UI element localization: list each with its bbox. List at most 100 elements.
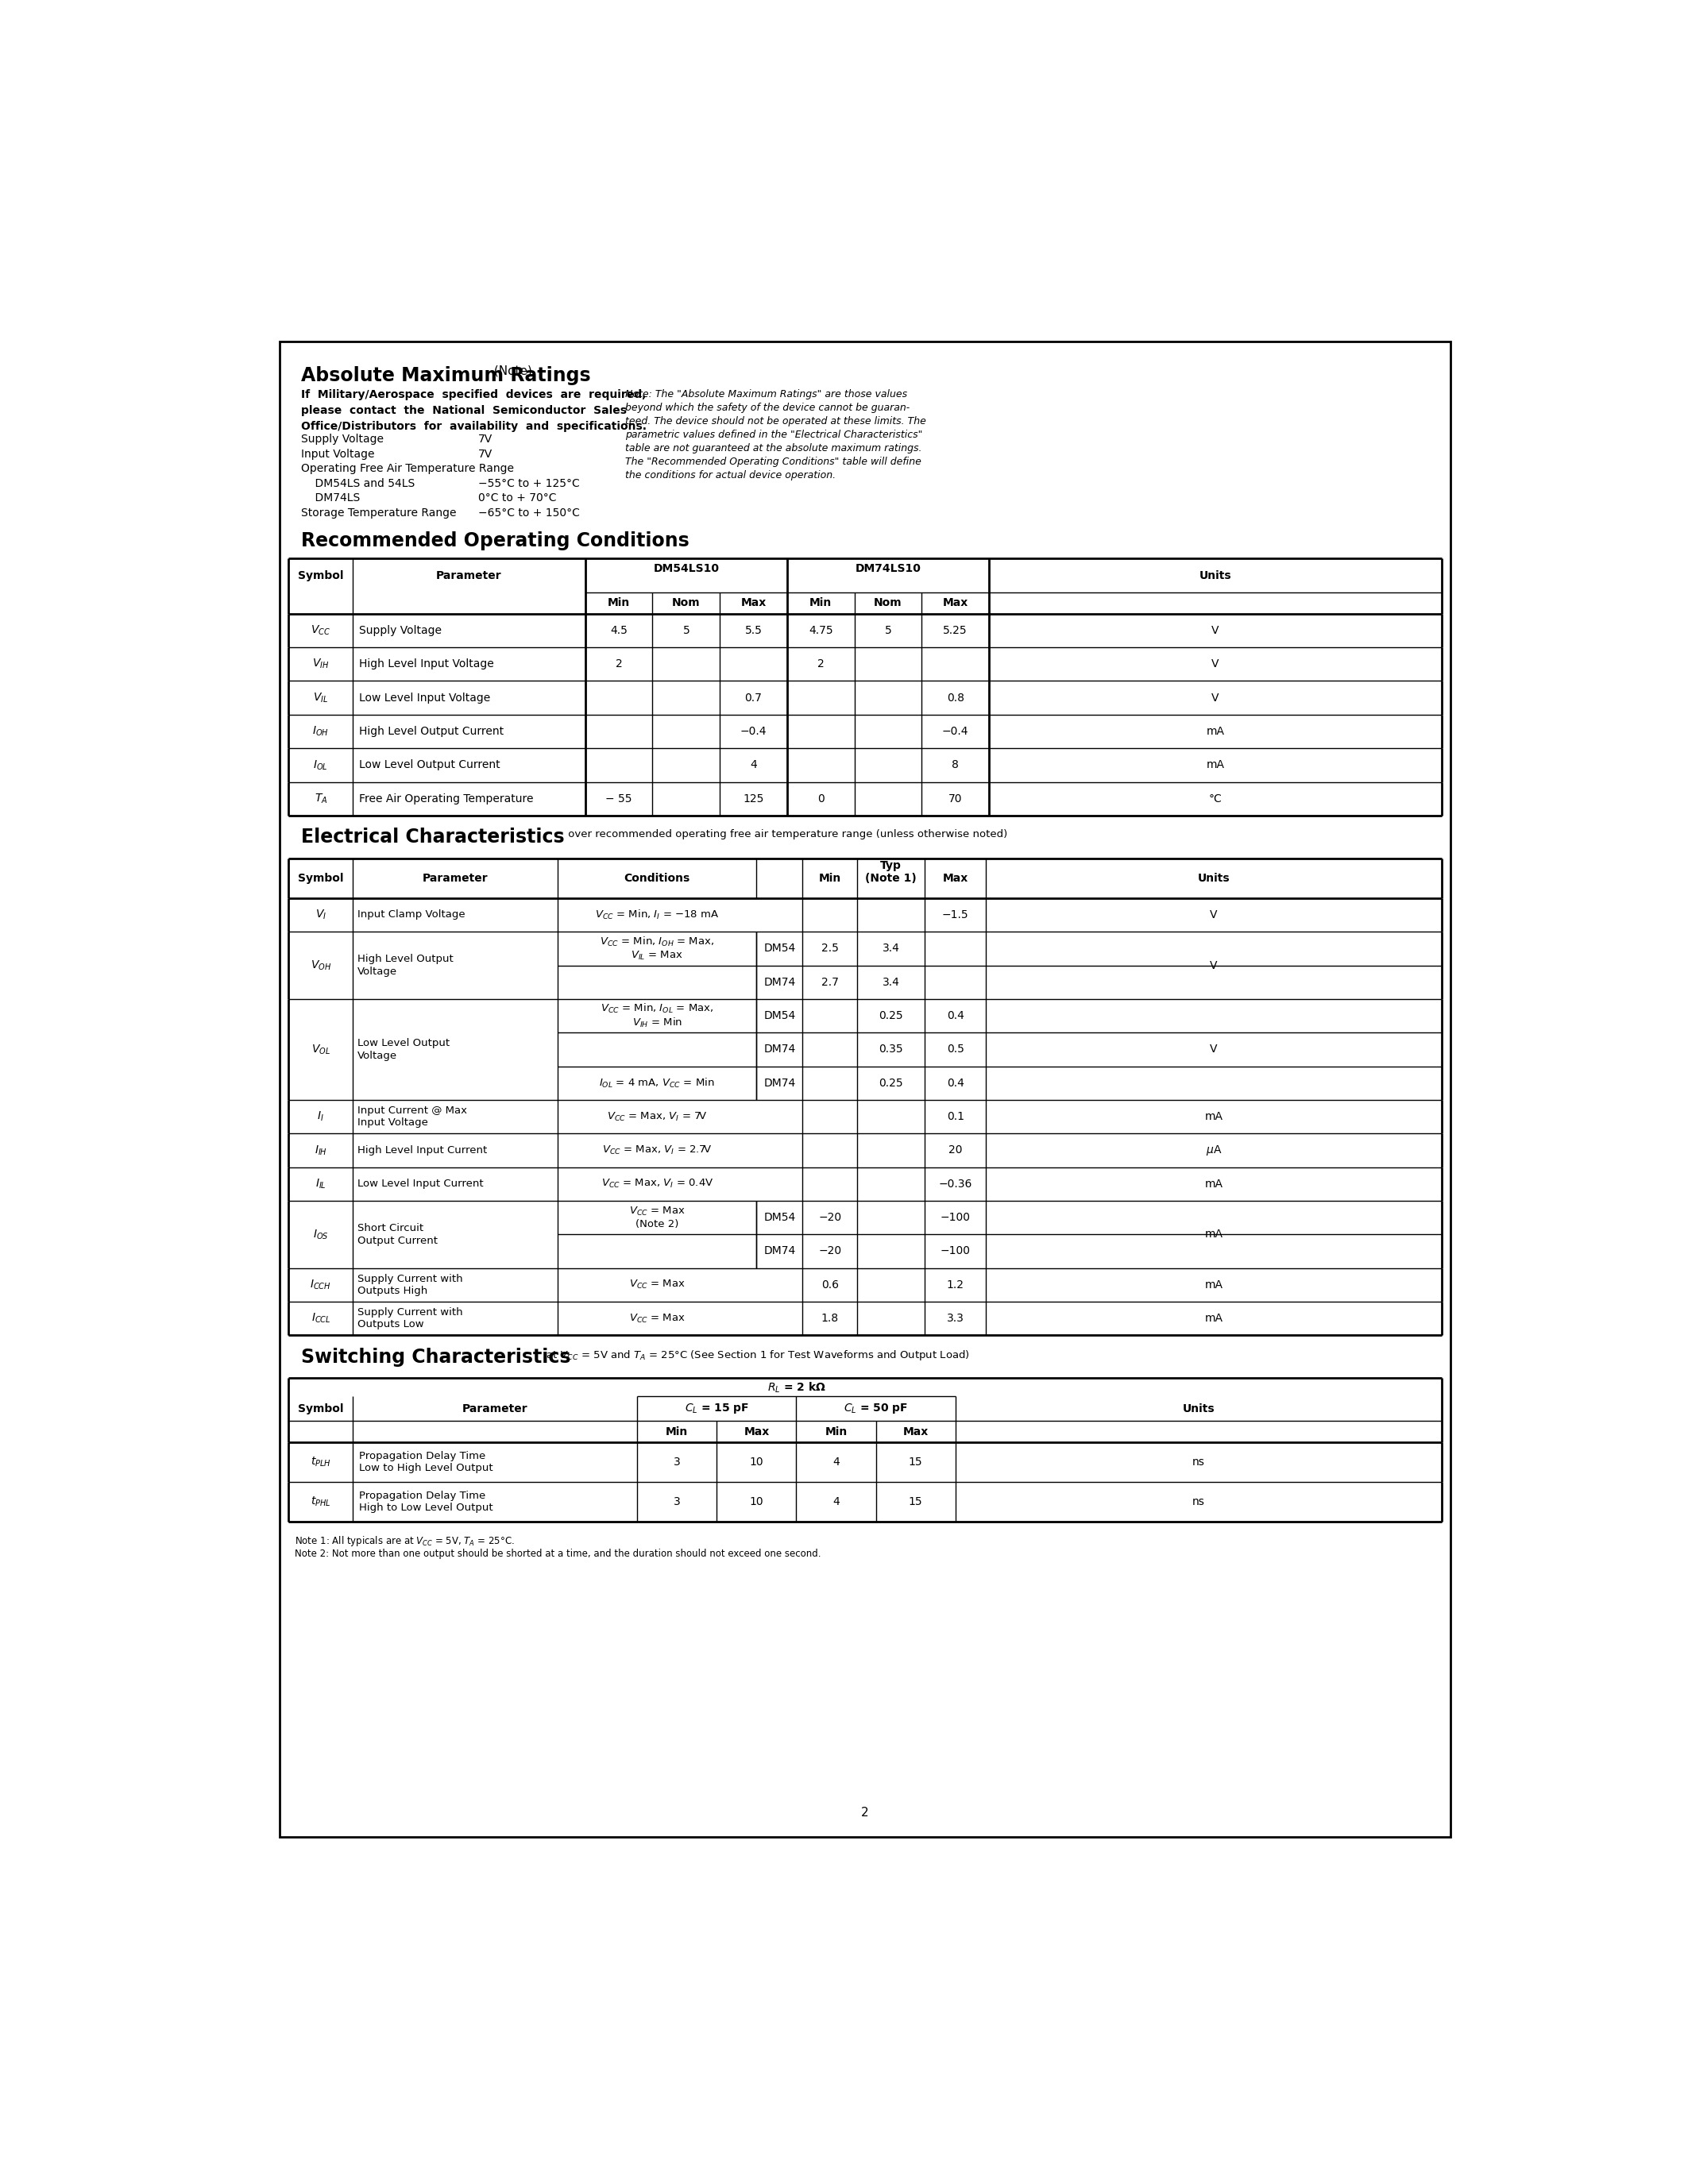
Text: −65°C to + 150°C: −65°C to + 150°C: [478, 507, 579, 518]
Text: 7V: 7V: [478, 435, 493, 446]
Text: the conditions for actual device operation.: the conditions for actual device operati…: [625, 470, 836, 480]
Text: Low Level Output
Voltage: Low Level Output Voltage: [358, 1037, 451, 1061]
Text: Max: Max: [942, 598, 969, 609]
Text: 5.25: 5.25: [944, 625, 967, 636]
Text: $T_A$: $T_A$: [314, 793, 327, 806]
Text: $V_{CC}$ = Max
(Note 2): $V_{CC}$ = Max (Note 2): [630, 1206, 685, 1230]
Text: Min: Min: [608, 598, 630, 609]
Text: mA: mA: [1205, 1280, 1222, 1291]
Text: Input Current @ Max
Input Voltage: Input Current @ Max Input Voltage: [358, 1105, 468, 1127]
Text: 15: 15: [908, 1457, 923, 1468]
Text: Max: Max: [744, 1426, 770, 1437]
Text: $I_{CCH}$: $I_{CCH}$: [311, 1278, 331, 1291]
Text: 0.5: 0.5: [947, 1044, 964, 1055]
Text: DM74: DM74: [763, 976, 795, 987]
Text: DM74: DM74: [763, 1077, 795, 1088]
Text: 125: 125: [743, 793, 765, 804]
Text: Absolute Maximum Ratings: Absolute Maximum Ratings: [300, 367, 591, 384]
Text: $V_I$: $V_I$: [316, 909, 326, 922]
Text: $V_{CC}$ = Max: $V_{CC}$ = Max: [630, 1280, 685, 1291]
Text: 2: 2: [861, 1806, 869, 1819]
Text: Low Level Input Voltage: Low Level Input Voltage: [360, 692, 490, 703]
Text: Short Circuit
Output Current: Short Circuit Output Current: [358, 1223, 437, 1245]
Text: 0.6: 0.6: [820, 1280, 839, 1291]
Text: Max: Max: [903, 1426, 928, 1437]
Text: − 55: − 55: [606, 793, 633, 804]
Text: V: V: [1212, 692, 1219, 703]
Text: 4.75: 4.75: [809, 625, 832, 636]
Text: Min: Min: [810, 598, 832, 609]
Text: DM74LS10: DM74LS10: [856, 563, 922, 574]
Text: High Level Input Voltage: High Level Input Voltage: [360, 660, 495, 670]
Text: $I_{OH}$: $I_{OH}$: [312, 725, 329, 738]
Text: Free Air Operating Temperature: Free Air Operating Temperature: [360, 793, 533, 804]
Text: −55°C to + 125°C: −55°C to + 125°C: [478, 478, 579, 489]
Text: Conditions: Conditions: [625, 874, 690, 885]
Text: $V_{CC}$ = Min, $I_{OL}$ = Max,
$V_{IH}$ = Min: $V_{CC}$ = Min, $I_{OL}$ = Max, $V_{IH}$…: [601, 1002, 714, 1029]
Text: 20: 20: [949, 1144, 962, 1155]
Text: Low Level Input Current: Low Level Input Current: [358, 1179, 484, 1188]
Text: $t_{PHL}$: $t_{PHL}$: [311, 1496, 331, 1509]
Text: DM54LS10: DM54LS10: [653, 563, 719, 574]
Text: mA: mA: [1207, 725, 1224, 736]
Text: 3.4: 3.4: [883, 976, 900, 987]
Text: Units: Units: [1198, 570, 1232, 581]
Text: mA: mA: [1205, 1313, 1222, 1324]
Text: If  Military/Aerospace  specified  devices  are  required,: If Military/Aerospace specified devices …: [300, 389, 647, 400]
Text: over recommended operating free air temperature range (unless otherwise noted): over recommended operating free air temp…: [565, 830, 1008, 839]
Text: 15: 15: [908, 1496, 923, 1507]
Text: 1.8: 1.8: [820, 1313, 839, 1324]
Text: Nom: Nom: [874, 598, 901, 609]
Text: beyond which the safety of the device cannot be guaran-: beyond which the safety of the device ca…: [625, 402, 910, 413]
Text: $V_{IH}$: $V_{IH}$: [312, 657, 329, 670]
Text: DM74LS: DM74LS: [300, 494, 360, 505]
Text: Parameter: Parameter: [422, 874, 488, 885]
Text: −0.4: −0.4: [942, 725, 969, 736]
Text: 2.5: 2.5: [822, 943, 839, 954]
Text: ns: ns: [1192, 1457, 1205, 1468]
Text: Supply Voltage: Supply Voltage: [300, 435, 383, 446]
Text: 0.25: 0.25: [879, 1077, 903, 1088]
Text: Supply Current with
Outputs High: Supply Current with Outputs High: [358, 1273, 463, 1295]
Text: Input Clamp Voltage: Input Clamp Voltage: [358, 911, 466, 919]
Text: $V_{CC}$ = Min, $I_{OH}$ = Max,
$V_{IL}$ = Max: $V_{CC}$ = Min, $I_{OH}$ = Max, $V_{IL}$…: [599, 935, 714, 961]
Text: $V_{CC}$ = Max, $V_I$ = 0.4V: $V_{CC}$ = Max, $V_I$ = 0.4V: [601, 1177, 714, 1190]
Text: V: V: [1212, 625, 1219, 636]
Text: $I_{OS}$: $I_{OS}$: [312, 1227, 329, 1241]
Text: $I_{CCL}$: $I_{CCL}$: [311, 1313, 331, 1326]
Text: Units: Units: [1182, 1402, 1215, 1415]
Text: mA: mA: [1205, 1179, 1222, 1190]
Text: $V_{CC}$ = Min, $I_I$ = −18 mA: $V_{CC}$ = Min, $I_I$ = −18 mA: [596, 909, 719, 922]
Text: Supply Current with
Outputs Low: Supply Current with Outputs Low: [358, 1308, 463, 1330]
Text: 0: 0: [817, 793, 824, 804]
Text: Min: Min: [825, 1426, 847, 1437]
Bar: [280, 341, 1450, 1837]
Text: 2.7: 2.7: [822, 976, 839, 987]
Text: DM54: DM54: [763, 943, 795, 954]
Text: $V_{CC}$: $V_{CC}$: [311, 625, 331, 638]
Text: $V_{CC}$ = Max, $V_I$ = 7V: $V_{CC}$ = Max, $V_I$ = 7V: [608, 1112, 707, 1123]
Text: $\mu$A: $\mu$A: [1205, 1144, 1222, 1158]
Text: mA: mA: [1207, 760, 1224, 771]
Text: mA: mA: [1205, 1112, 1222, 1123]
Text: 3.3: 3.3: [947, 1313, 964, 1324]
Text: $I_{OL}$ = 4 mA, $V_{CC}$ = Min: $I_{OL}$ = 4 mA, $V_{CC}$ = Min: [599, 1077, 716, 1090]
Text: 2: 2: [817, 660, 824, 670]
Text: 4: 4: [832, 1496, 839, 1507]
Text: $C_L$ = 50 pF: $C_L$ = 50 pF: [844, 1402, 908, 1415]
Text: 0.8: 0.8: [947, 692, 964, 703]
Text: $V_{OL}$: $V_{OL}$: [311, 1044, 331, 1055]
Text: Storage Temperature Range: Storage Temperature Range: [300, 507, 456, 518]
Text: 7V: 7V: [478, 448, 493, 459]
Text: Parameter: Parameter: [436, 570, 501, 581]
Text: at $V_{CC}$ = 5V and $T_A$ = 25°C (See Section 1 for Test Waveforms and Output L: at $V_{CC}$ = 5V and $T_A$ = 25°C (See S…: [542, 1350, 969, 1363]
Text: High Level Output Current: High Level Output Current: [360, 725, 503, 736]
Text: Office/Distributors  for  availability  and  specifications.: Office/Distributors for availability and…: [300, 422, 647, 432]
Text: DM54LS and 54LS: DM54LS and 54LS: [300, 478, 415, 489]
Text: Switching Characteristics: Switching Characteristics: [300, 1348, 571, 1367]
Text: Low Level Output Current: Low Level Output Current: [360, 760, 500, 771]
Text: Symbol: Symbol: [297, 1402, 344, 1415]
Text: please  contact  the  National  Semiconductor  Sales: please contact the National Semiconducto…: [300, 406, 626, 417]
Text: DM54: DM54: [763, 1011, 795, 1022]
Text: DM54: DM54: [763, 1212, 795, 1223]
